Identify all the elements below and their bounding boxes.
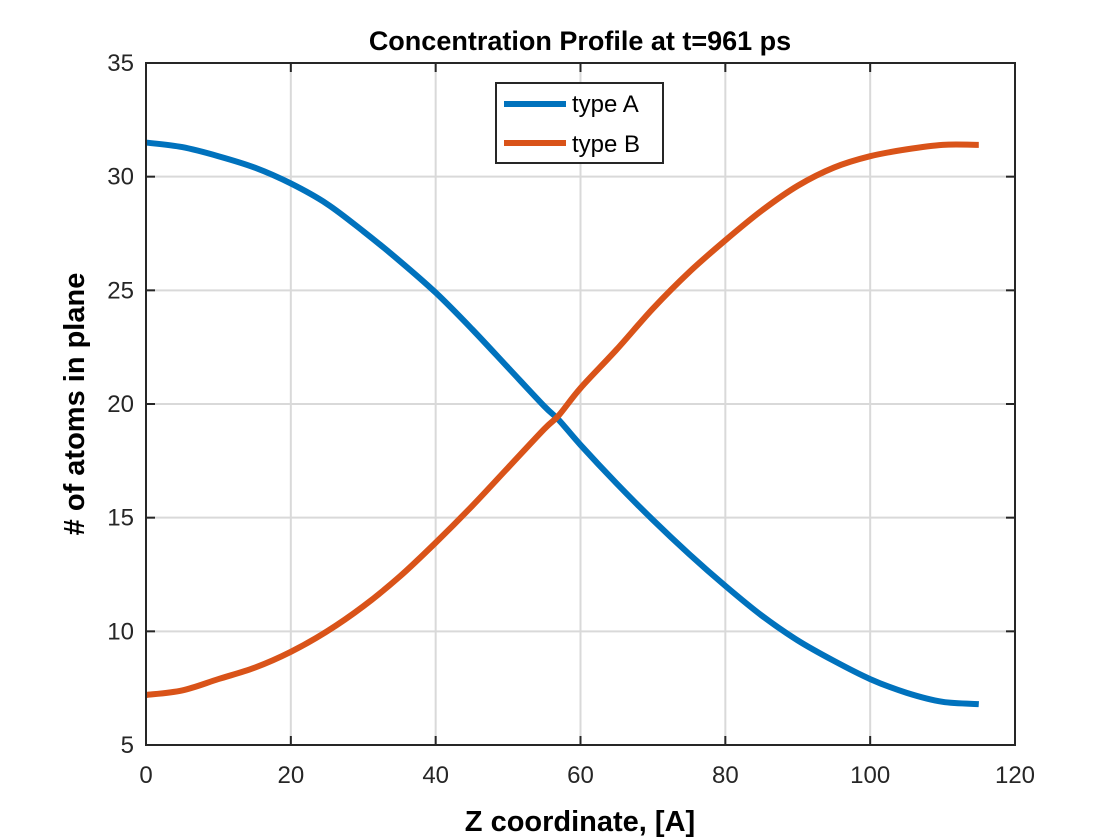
legend-label-type-b: type B (572, 131, 640, 158)
x-tick-label: 40 (422, 762, 449, 789)
y-axis-title: # of atoms in plane (59, 273, 91, 536)
x-tick-label: 80 (712, 762, 739, 789)
y-tick-label: 35 (107, 50, 134, 77)
y-tick-label: 10 (107, 618, 134, 645)
y-tick-label: 30 (107, 164, 134, 191)
y-tick-label: 15 (107, 505, 134, 532)
x-tick-label: 60 (567, 762, 594, 789)
y-tick-label: 5 (121, 732, 134, 759)
series-line-type-a (145, 139, 979, 708)
legend-box (495, 82, 664, 164)
x-tick-label: 0 (139, 762, 152, 789)
x-tick-label: 120 (995, 762, 1035, 789)
chart-title: Concentration Profile at t=961 ps (369, 26, 791, 56)
legend: type A type B (495, 82, 664, 164)
grid-lines (146, 63, 1015, 745)
x-axis-title: Z coordinate, [A] (465, 806, 695, 838)
legend-label-type-a: type A (572, 91, 639, 118)
series-lines (145, 139, 979, 708)
y-tick-label: 20 (107, 391, 134, 418)
axis-ticks: 0 20 40 60 80 100 120 5 10 15 20 25 30 35 (107, 50, 1035, 789)
x-tick-label: 20 (277, 762, 304, 789)
y-tick-label: 25 (107, 277, 134, 304)
series-line-type-b (145, 141, 979, 698)
x-tick-label: 100 (850, 762, 890, 789)
